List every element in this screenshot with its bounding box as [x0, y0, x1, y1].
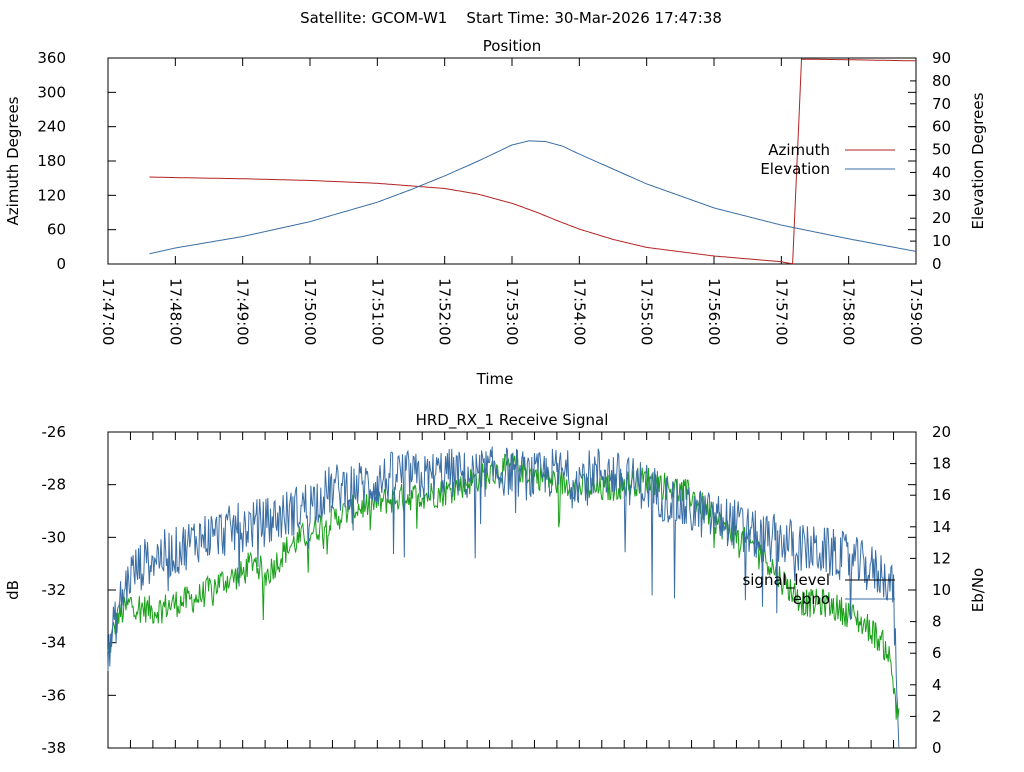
- chart2-y2-tick-label: 14: [932, 518, 951, 536]
- chart1-y2-tick-label: 30: [932, 186, 951, 204]
- chart2-y-tick-label: -34: [42, 634, 67, 652]
- chart1-series-Azimuth-line: [149, 58, 917, 265]
- chart1-x-tick-label: 17:58:00: [840, 278, 858, 345]
- chart1-x-tick-label: 17:51:00: [368, 278, 386, 345]
- chart1-x-tick-label: 17:52:00: [436, 278, 454, 345]
- chart1-y-tick-label: 60: [47, 221, 66, 239]
- chart1-y2-tick-label: 60: [932, 118, 951, 136]
- chart1-y-tick-label: 120: [37, 186, 66, 204]
- chart1-x-tick-label: 17:48:00: [166, 278, 184, 345]
- chart1-y2-tick-label: 80: [932, 72, 951, 90]
- chart2-legend-label-signal-level: signal_level: [742, 571, 830, 590]
- chart1-x-axis-label: Time: [476, 370, 514, 388]
- chart1-x-tick-label: 17:49:00: [234, 278, 252, 345]
- figure-title: Satellite: GCOM-W1 Start Time: 30-Mar-20…: [300, 9, 722, 27]
- chart2-y-tick-label: -38: [42, 739, 67, 757]
- chart2-y2-axis-label: Eb/No: [969, 568, 987, 612]
- chart1-x-tick-label: 17:54:00: [570, 278, 588, 345]
- chart2-y-axis-label: dB: [4, 580, 22, 600]
- chart1-y-axis-label: Azimuth Degrees: [4, 96, 22, 225]
- chart1-y-tick-label: 360: [37, 49, 66, 67]
- chart1-y-tick-label: 180: [37, 152, 66, 170]
- chart1-y2-tick-label: 70: [932, 95, 951, 113]
- chart1-x-tick-label: 17:56:00: [705, 278, 723, 345]
- chart1-y-tick-label: 300: [37, 83, 66, 101]
- chart2-y-tick-label: -28: [42, 476, 67, 494]
- chart1-y-tick-label: 240: [37, 118, 66, 136]
- chart1-x-tick-label: 17:55:00: [638, 278, 656, 345]
- chart1-y2-tick-label: 40: [932, 163, 951, 181]
- chart1-y2-tick-label: 50: [932, 141, 951, 159]
- chart2-y-tick-label: -26: [42, 423, 67, 441]
- chart2-series-signal-level-line: [107, 453, 900, 720]
- chart1-y2-axis-label: Elevation Degrees: [969, 92, 987, 229]
- chart2-y2-tick-label: 12: [932, 549, 951, 567]
- chart2-y2-tick-label: 20: [932, 423, 951, 441]
- chart2-y2-tick-label: 10: [932, 581, 951, 599]
- chart1-legend-label-Elevation: Elevation: [760, 160, 830, 178]
- chart2-y2-tick-label: 0: [932, 739, 942, 757]
- chart1-y2-tick-label: 10: [932, 232, 951, 250]
- chart2-title: HRD_RX_1 Receive Signal: [416, 411, 609, 430]
- chart1-x-tick-label: 17:59:00: [907, 278, 925, 345]
- chart2-series-ebno-line: [107, 446, 900, 749]
- chart1-x-tick-label: 17:47:00: [99, 278, 117, 345]
- chart2-y2-tick-label: 18: [932, 455, 951, 473]
- chart2-y-tick-label: -30: [42, 528, 67, 546]
- chart1-y-tick-label: 0: [56, 255, 66, 273]
- chart1-y2-tick-label: 20: [932, 209, 951, 227]
- chart2-y-tick-label: -32: [42, 581, 67, 599]
- chart1-y2-tick-label: 90: [932, 49, 951, 67]
- chart2-y-tick-label: -36: [42, 686, 67, 704]
- chart1-x-tick-label: 17:50:00: [301, 278, 319, 345]
- chart2-y2-tick-label: 6: [932, 644, 942, 662]
- chart1-title: Position: [483, 37, 541, 55]
- chart1-y2-tick-label: 0: [932, 255, 942, 273]
- chart1-x-tick-label: 17:57:00: [772, 278, 790, 345]
- chart1-legend-label-Azimuth: Azimuth: [768, 141, 830, 159]
- chart2-y2-tick-label: 2: [932, 707, 942, 725]
- chart1-series-Elevation-line: [149, 140, 917, 255]
- chart2-y2-tick-label: 16: [932, 486, 951, 504]
- chart2-y2-tick-label: 8: [932, 613, 942, 631]
- chart1-x-tick-label: 17:53:00: [503, 278, 521, 345]
- chart2-y2-tick-label: 4: [932, 676, 942, 694]
- chart2-legend-label-ebno: ebno: [793, 590, 830, 608]
